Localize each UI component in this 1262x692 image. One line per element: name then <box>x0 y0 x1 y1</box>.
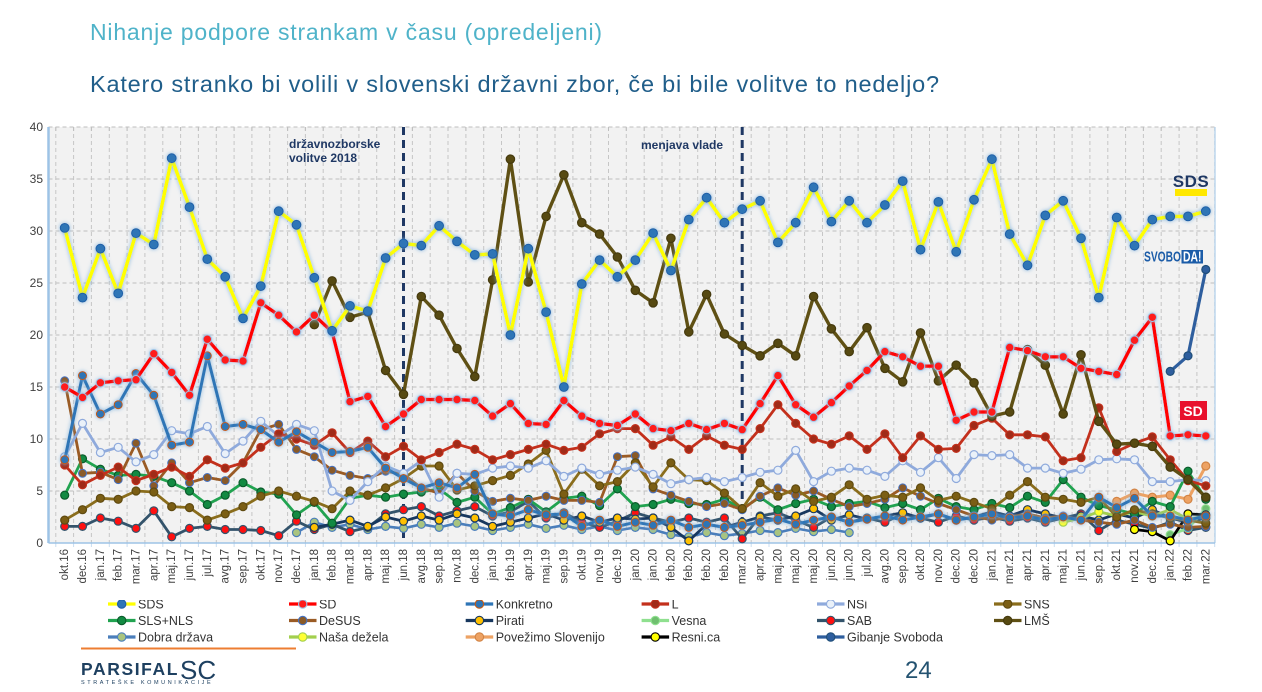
svg-text:jun.21: jun.21 <box>1076 549 1088 581</box>
svg-text:nov.21: nov.21 <box>1129 549 1141 583</box>
svg-text:Naša dežela: Naša dežela <box>319 631 389 645</box>
svg-text:10: 10 <box>30 432 44 446</box>
svg-text:nov.17: nov.17 <box>273 549 285 583</box>
svg-text:Gibanje Svoboda: Gibanje Svoboda <box>847 631 943 645</box>
svg-text:dec.19: dec.19 <box>612 549 624 584</box>
svg-text:sep.19: sep.19 <box>558 549 570 584</box>
svg-text:apr.19: apr.19 <box>523 549 535 581</box>
svg-text:avg.18: avg.18 <box>416 549 428 584</box>
svg-text:20: 20 <box>30 328 44 342</box>
svg-text:feb.20: feb.20 <box>683 549 695 581</box>
svg-text:jan.20: jan.20 <box>648 549 660 581</box>
svg-text:jan.22: jan.22 <box>1165 549 1177 581</box>
svg-text:NSi: NSi <box>847 600 867 612</box>
svg-text:SD: SD <box>319 600 336 612</box>
svg-text:okt.20: okt.20 <box>915 549 927 580</box>
svg-text:maj.19: maj.19 <box>541 549 553 584</box>
svg-text:nov.18: nov.18 <box>452 549 464 583</box>
svg-text:jan.18: jan.18 <box>309 549 321 581</box>
svg-text:sep.18: sep.18 <box>434 549 446 584</box>
svg-text:apr.21: apr.21 <box>1022 549 1034 581</box>
svg-text:jan.17: jan.17 <box>95 549 107 581</box>
svg-text:feb.18: feb.18 <box>327 549 339 581</box>
svg-text:dec.16: dec.16 <box>77 549 89 584</box>
svg-text:SNS: SNS <box>1024 600 1050 612</box>
svg-text:okt.16: okt.16 <box>59 549 71 580</box>
svg-text:mar.21: mar.21 <box>1004 549 1016 584</box>
svg-text:jul.17: jul.17 <box>202 549 214 578</box>
svg-text:dec.17: dec.17 <box>291 549 303 584</box>
svg-text:5: 5 <box>36 484 43 498</box>
svg-text:feb.17: feb.17 <box>113 549 125 581</box>
svg-text:dec.20: dec.20 <box>951 549 963 584</box>
svg-text:SDS: SDS <box>1173 172 1209 191</box>
svg-text:feb.19: feb.19 <box>505 549 517 581</box>
svg-text:DA!: DA! <box>1183 249 1202 266</box>
svg-text:Povežimo Slovenijo: Povežimo Slovenijo <box>496 631 605 645</box>
svg-text:feb.20: feb.20 <box>665 549 677 581</box>
svg-text:feb.22: feb.22 <box>1183 549 1195 581</box>
svg-text:25: 25 <box>30 276 44 290</box>
svg-text:volitve 2018: volitve 2018 <box>289 151 357 165</box>
svg-text:SAB: SAB <box>847 614 872 628</box>
svg-text:apr.18: apr.18 <box>362 549 374 581</box>
svg-text:feb.20: feb.20 <box>719 549 731 581</box>
svg-text:jun.18: jun.18 <box>398 549 410 581</box>
svg-text:Dobra država: Dobra država <box>138 631 213 645</box>
svg-text:Vesna: Vesna <box>672 614 707 628</box>
svg-text:apr.21: apr.21 <box>1040 549 1052 581</box>
svg-text:nov.19: nov.19 <box>594 549 606 583</box>
svg-text:15: 15 <box>30 380 44 394</box>
svg-text:0: 0 <box>36 536 43 550</box>
svg-text:mar.20: mar.20 <box>737 549 749 584</box>
svg-text:30: 30 <box>30 224 44 238</box>
svg-text:35: 35 <box>30 172 44 186</box>
svg-text:L: L <box>672 600 679 612</box>
svg-text:SLS+NLS: SLS+NLS <box>138 614 193 628</box>
svg-text:državnozborske: državnozborske <box>289 137 381 151</box>
svg-text:mar.22: mar.22 <box>1200 549 1212 584</box>
svg-text:SDS: SDS <box>138 600 164 612</box>
svg-text:nov.20: nov.20 <box>933 549 945 583</box>
svg-text:avg.20: avg.20 <box>879 549 891 584</box>
svg-text:maj.21: maj.21 <box>1058 549 1070 584</box>
svg-text:apr.17: apr.17 <box>148 549 160 581</box>
svg-text:mar.17: mar.17 <box>131 549 143 584</box>
svg-text:sep.20: sep.20 <box>897 549 909 584</box>
svg-text:SD: SD <box>1183 403 1202 419</box>
svg-text:okt.19: okt.19 <box>576 549 588 580</box>
svg-text:feb.20: feb.20 <box>701 549 713 581</box>
svg-text:dec.18: dec.18 <box>469 549 481 584</box>
svg-text:maj.20: maj.20 <box>790 549 802 584</box>
svg-text:okt.17: okt.17 <box>255 549 267 580</box>
svg-text:jun.20: jun.20 <box>844 549 856 581</box>
svg-text:jan.19: jan.19 <box>487 549 499 581</box>
svg-text:maj.18: maj.18 <box>380 549 392 584</box>
svg-text:dec.21: dec.21 <box>1147 549 1159 584</box>
svg-text:mar.18: mar.18 <box>345 549 357 584</box>
svg-text:apr.20: apr.20 <box>755 549 767 581</box>
svg-text:jan.20: jan.20 <box>630 549 642 581</box>
svg-text:DeSUS: DeSUS <box>319 614 361 628</box>
svg-text:Pirati: Pirati <box>496 614 524 628</box>
svg-text:jan.21: jan.21 <box>986 549 998 581</box>
svg-text:jul.20: jul.20 <box>862 549 874 578</box>
svg-text:dec.20: dec.20 <box>969 549 981 584</box>
svg-text:maj.20: maj.20 <box>808 549 820 584</box>
svg-text:Konkretno: Konkretno <box>496 600 553 612</box>
svg-text:okt.21: okt.21 <box>1111 549 1123 580</box>
svg-text:Resni.ca: Resni.ca <box>672 631 721 645</box>
svg-text:sep.21: sep.21 <box>1093 549 1105 584</box>
svg-text:SVOBO: SVOBO <box>1144 249 1181 266</box>
svg-text:jun.17: jun.17 <box>184 549 196 581</box>
svg-text:jun.20: jun.20 <box>826 549 838 581</box>
svg-text:menjava vlade: menjava vlade <box>641 138 723 152</box>
svg-text:maj.20: maj.20 <box>772 549 784 584</box>
svg-text:avg.17: avg.17 <box>220 549 232 584</box>
svg-text:40: 40 <box>30 120 44 134</box>
svg-text:LMŠ: LMŠ <box>1024 613 1050 628</box>
svg-text:sep.17: sep.17 <box>238 549 250 584</box>
svg-text:maj.17: maj.17 <box>166 549 178 584</box>
